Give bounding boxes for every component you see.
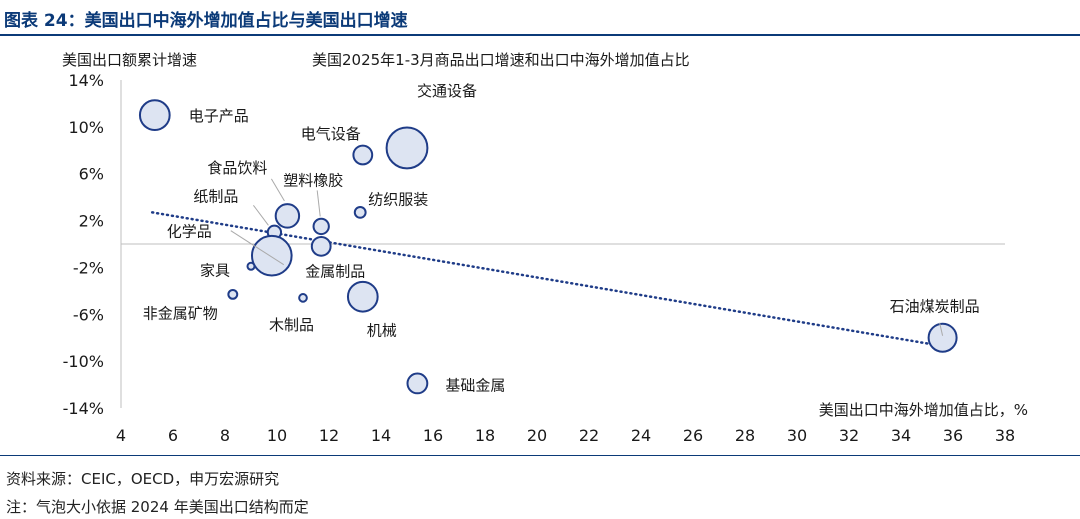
- axes: 4 6 8 10 12 14 16 18 20 22 24 26 28 30 32 34 36 38 14% 10% 6…: [63, 71, 1016, 445]
- x-tick-label: 30: [787, 426, 807, 445]
- y-tick-label: 6%: [79, 165, 104, 184]
- x-tick-label: 36: [943, 426, 963, 445]
- x-axis-title: 美国出口中海外增加值占比，%: [819, 401, 1028, 419]
- bubble-label: 石油煤炭制品: [890, 298, 980, 316]
- x-tick-label: 20: [527, 426, 547, 445]
- y-tick-label: -6%: [73, 305, 104, 324]
- chart-title: 美国2025年1-3月商品出口增速和出口中海外增加值占比: [312, 51, 690, 69]
- bubble[interactable]: [274, 203, 301, 229]
- bubble-chart: 4 6 8 10 12 14 16 18 20 22 24 26 28 30 32 34 36 38 14% 10% 6…: [62, 51, 1028, 445]
- x-tick-label: 24: [631, 426, 651, 445]
- bubble[interactable]: [927, 322, 958, 353]
- x-tick-label: 16: [423, 426, 443, 445]
- bubble[interactable]: [353, 205, 367, 219]
- leader-line: [939, 322, 944, 336]
- x-tick-label: 32: [839, 426, 859, 445]
- bubble-label: 机械: [367, 322, 397, 340]
- x-tick-label: 6: [168, 426, 178, 445]
- bubble-label: 化学品: [167, 223, 212, 241]
- trendline-group: [150, 211, 937, 346]
- bubble-label: 电气设备: [301, 125, 361, 143]
- y-tick-label: -14%: [63, 399, 104, 418]
- bubble[interactable]: [346, 280, 379, 313]
- x-tick-label: 8: [220, 426, 230, 445]
- bubble[interactable]: [352, 144, 374, 166]
- trendline: [150, 211, 937, 346]
- y-axis-title: 美国出口额累计增速: [62, 51, 197, 69]
- bubble[interactable]: [138, 99, 171, 131]
- y-tick-label: 2%: [79, 212, 104, 231]
- bubble-label: 基础金属: [445, 376, 505, 394]
- bubble[interactable]: [310, 235, 332, 257]
- bubble-label: 非金属矿物: [143, 304, 218, 322]
- bubble[interactable]: [298, 293, 308, 303]
- x-tick-label: 34: [891, 426, 911, 445]
- x-tick-label: 12: [319, 426, 339, 445]
- footnote: 注：气泡大小依据 2024 年美国出口结构而定: [6, 498, 309, 516]
- y-tick-label: 10%: [68, 118, 104, 137]
- leader-line: [230, 230, 285, 266]
- y-tick-label: 14%: [68, 71, 104, 90]
- bubble-label: 塑料橡胶: [283, 171, 343, 189]
- bubble-label: 纸制品: [193, 187, 238, 205]
- bubble-label: 金属制品: [305, 262, 365, 280]
- leader-line: [270, 178, 285, 202]
- bubble-label: 木制品: [269, 316, 314, 334]
- figure-title: 图表 24：美国出口中海外增加值占比与美国出口增速: [4, 11, 408, 31]
- x-tick-label: 26: [683, 426, 703, 445]
- bubble-label: 纺织服装: [368, 190, 428, 208]
- bubble[interactable]: [406, 372, 429, 395]
- y-tick-label: -2%: [73, 258, 104, 277]
- bubble-label: 家具: [200, 261, 230, 279]
- bubble[interactable]: [385, 126, 429, 170]
- y-tick-label: -10%: [63, 352, 104, 371]
- bubble[interactable]: [227, 288, 239, 300]
- source-note: 资料来源：CEIC，OECD，申万宏源研究: [6, 470, 280, 488]
- bubbles: [138, 99, 958, 395]
- leader-line: [252, 204, 269, 226]
- x-tick-label: 28: [735, 426, 755, 445]
- x-tick-label: 10: [267, 426, 287, 445]
- x-tick-label: 4: [116, 426, 126, 445]
- bubble-label: 交通设备: [417, 82, 477, 100]
- x-tick-label: 22: [579, 426, 599, 445]
- footer-rule: [0, 455, 1080, 456]
- x-tick-label: 38: [995, 426, 1015, 445]
- title-rule: [0, 34, 1080, 36]
- bubble-label: 食品饮料: [207, 159, 267, 177]
- x-tick-label: 14: [371, 426, 391, 445]
- bubble-label: 电子产品: [189, 107, 249, 125]
- leader-line: [316, 190, 321, 217]
- bubble[interactable]: [246, 261, 256, 271]
- x-tick-label: 18: [475, 426, 495, 445]
- bubble[interactable]: [312, 217, 330, 236]
- bubble[interactable]: [251, 234, 293, 277]
